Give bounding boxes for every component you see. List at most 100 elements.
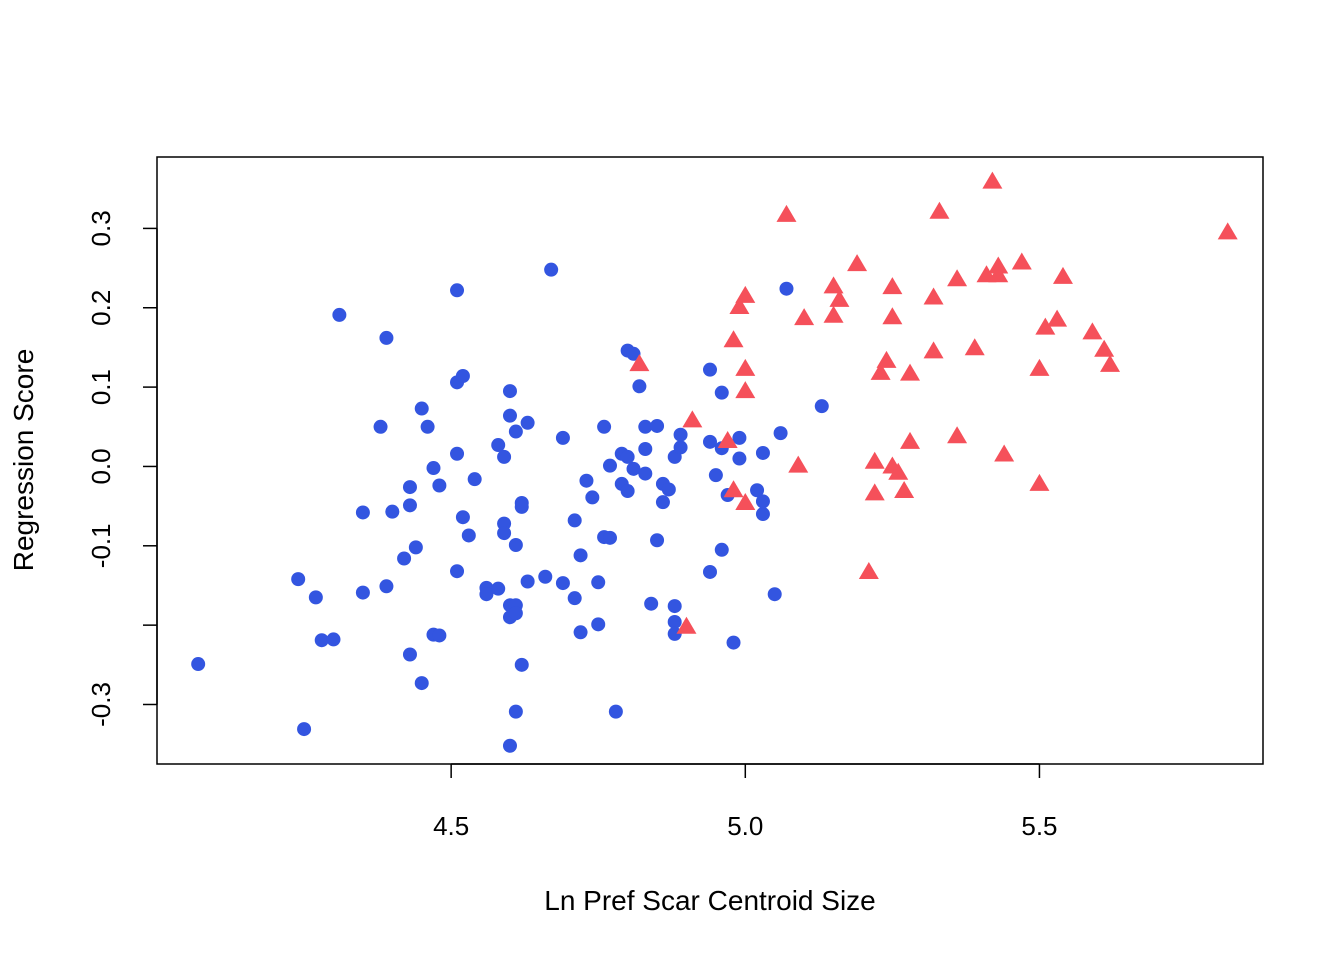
y-tick-label: 0.1 bbox=[86, 369, 116, 405]
data-point-circle bbox=[714, 385, 729, 400]
data-point-triangle bbox=[882, 307, 903, 325]
data-point-circle bbox=[402, 498, 417, 513]
data-point-circle bbox=[602, 530, 617, 545]
data-point-triangle bbox=[729, 296, 750, 314]
data-point-circle bbox=[408, 540, 423, 555]
data-point-circle bbox=[573, 548, 588, 563]
data-point-circle bbox=[638, 419, 653, 434]
data-point-circle bbox=[385, 504, 400, 519]
data-point-triangle bbox=[788, 455, 809, 473]
data-point-circle bbox=[291, 572, 306, 587]
data-point-triangle bbox=[888, 462, 909, 480]
data-point-triangle bbox=[864, 451, 885, 469]
data-point-circle bbox=[644, 596, 659, 611]
data-point-circle bbox=[661, 482, 676, 497]
y-tick-label: 0.3 bbox=[86, 210, 116, 246]
data-point-circle bbox=[373, 419, 388, 434]
data-point-circle bbox=[332, 307, 347, 322]
data-point-circle bbox=[308, 590, 323, 605]
x-tick-label: 5.0 bbox=[727, 811, 763, 841]
data-point-circle bbox=[673, 440, 688, 455]
data-point-circle bbox=[379, 330, 394, 345]
data-point-circle bbox=[755, 507, 770, 522]
data-point-circle bbox=[355, 585, 370, 600]
x-tick-label: 4.5 bbox=[433, 811, 469, 841]
data-point-triangle bbox=[1052, 266, 1073, 284]
data-point-circle bbox=[379, 579, 394, 594]
data-points bbox=[191, 171, 1238, 753]
data-point-circle bbox=[732, 451, 747, 466]
data-point-circle bbox=[461, 528, 476, 543]
data-point-circle bbox=[779, 281, 794, 296]
data-point-circle bbox=[450, 446, 465, 461]
data-point-circle bbox=[514, 657, 529, 672]
data-point-circle bbox=[650, 533, 665, 548]
data-point-circle bbox=[402, 480, 417, 495]
data-point-triangle bbox=[964, 338, 985, 356]
data-point-triangle bbox=[1082, 322, 1103, 340]
data-point-circle bbox=[455, 510, 470, 525]
data-point-circle bbox=[585, 490, 600, 505]
data-point-circle bbox=[544, 262, 559, 277]
data-point-circle bbox=[626, 346, 641, 361]
data-point-circle bbox=[467, 472, 482, 487]
data-point-circle bbox=[673, 427, 688, 442]
data-point-circle bbox=[555, 430, 570, 445]
data-point-circle bbox=[602, 458, 617, 473]
data-point-circle bbox=[520, 415, 535, 430]
data-point-circle bbox=[608, 704, 623, 719]
data-point-triangle bbox=[723, 330, 744, 348]
data-point-circle bbox=[755, 494, 770, 509]
data-point-triangle bbox=[735, 492, 756, 510]
data-point-circle bbox=[597, 419, 612, 434]
data-point-circle bbox=[591, 617, 606, 632]
data-point-triangle bbox=[1217, 222, 1238, 240]
data-point-circle bbox=[703, 362, 717, 377]
data-point-triangle bbox=[735, 381, 756, 399]
data-point-triangle bbox=[735, 285, 756, 303]
data-point-circle bbox=[450, 283, 465, 298]
data-point-triangle bbox=[882, 277, 903, 295]
data-point-circle bbox=[450, 564, 465, 579]
plot-frame bbox=[156, 156, 1264, 765]
data-point-circle bbox=[314, 633, 329, 648]
data-point-triangle bbox=[629, 354, 650, 372]
data-point-circle bbox=[703, 564, 717, 579]
data-point-circle bbox=[520, 574, 535, 589]
data-point-circle bbox=[814, 399, 829, 414]
data-point-triangle bbox=[847, 254, 868, 272]
x-tick-label: 5.5 bbox=[1021, 811, 1057, 841]
data-point-circle bbox=[655, 495, 670, 510]
data-point-circle bbox=[620, 449, 635, 464]
data-point-triangle bbox=[823, 276, 844, 294]
data-point-triangle bbox=[676, 616, 697, 634]
data-point-triangle bbox=[1011, 252, 1032, 270]
data-point-circle bbox=[703, 434, 717, 449]
data-point-circle bbox=[667, 614, 682, 629]
data-point-circle bbox=[579, 473, 594, 488]
data-point-circle bbox=[497, 449, 512, 464]
data-point-triangle bbox=[1094, 339, 1115, 357]
data-point-circle bbox=[567, 513, 582, 528]
data-point-circle bbox=[573, 625, 588, 640]
data-point-circle bbox=[508, 424, 523, 439]
data-point-circle bbox=[708, 468, 723, 483]
data-point-triangle bbox=[947, 426, 968, 444]
data-point-triangle bbox=[1035, 317, 1056, 335]
data-point-circle bbox=[326, 632, 341, 647]
data-point-triangle bbox=[682, 410, 703, 428]
data-point-circle bbox=[638, 441, 653, 456]
data-point-circle bbox=[767, 587, 782, 602]
data-point-triangle bbox=[717, 431, 738, 449]
data-point-circle bbox=[714, 542, 729, 557]
data-point-circle bbox=[591, 575, 606, 590]
data-point-circle bbox=[667, 599, 682, 614]
data-point-circle bbox=[414, 401, 429, 416]
data-point-circle bbox=[491, 581, 506, 596]
data-point-circle bbox=[502, 384, 517, 399]
data-point-triangle bbox=[894, 481, 915, 499]
data-point-triangle bbox=[876, 350, 897, 368]
data-point-circle bbox=[426, 461, 441, 476]
